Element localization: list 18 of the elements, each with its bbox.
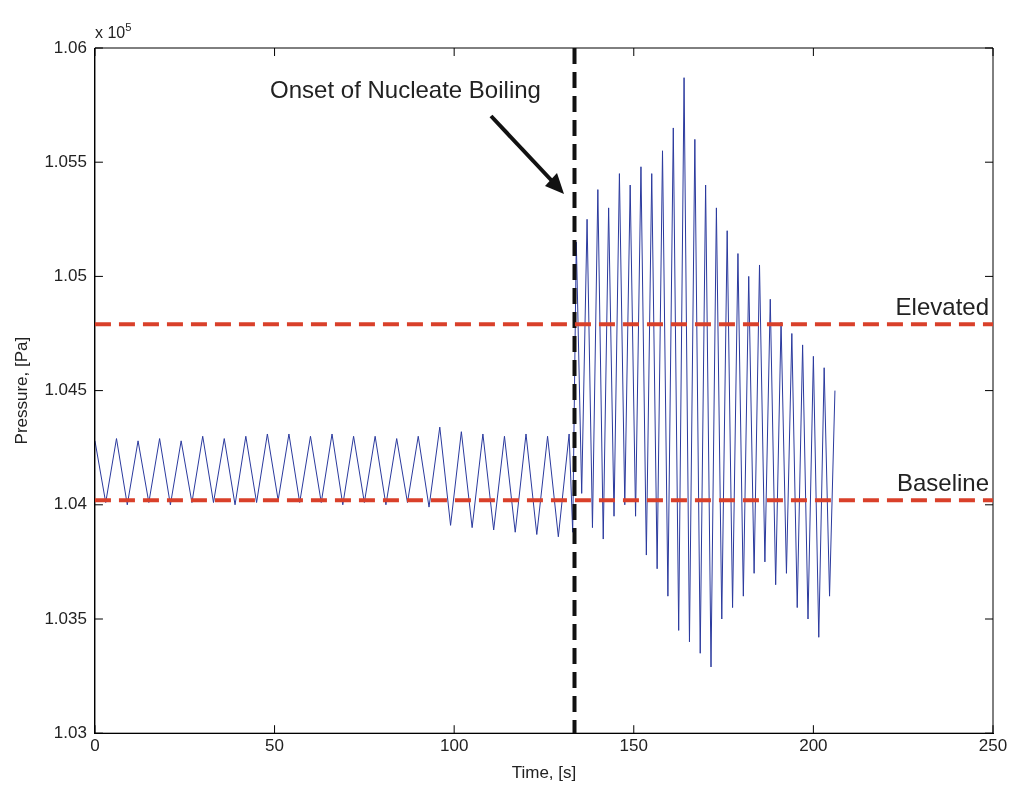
annotation: Onset of Nucleate Boiling bbox=[270, 76, 541, 103]
ref-line-label: Elevated bbox=[895, 292, 989, 320]
x-axis-title: Time, [s] bbox=[511, 763, 577, 783]
x-tick-label: 200 bbox=[799, 736, 828, 756]
y-tick-label: 1.05 bbox=[53, 266, 87, 286]
y-tick-label: 1.06 bbox=[53, 37, 87, 57]
x-tick-label: 250 bbox=[978, 736, 1008, 756]
x-tick-label: 150 bbox=[619, 736, 648, 756]
y-tick-label: 1.04 bbox=[53, 494, 87, 514]
x-tick-label: 100 bbox=[439, 736, 469, 756]
y-tick-label: 1.055 bbox=[44, 151, 87, 171]
y-tick-label: 1.035 bbox=[44, 608, 87, 628]
x-tick-label: 50 bbox=[265, 736, 285, 756]
y-axis-title: Pressure, [Pa] bbox=[11, 336, 31, 445]
y-tick-label: 1.045 bbox=[44, 380, 87, 400]
ref-line-label: Baseline bbox=[896, 468, 989, 496]
x-tick-label: 0 bbox=[90, 736, 100, 756]
y-tick-label: 1.03 bbox=[53, 722, 87, 742]
